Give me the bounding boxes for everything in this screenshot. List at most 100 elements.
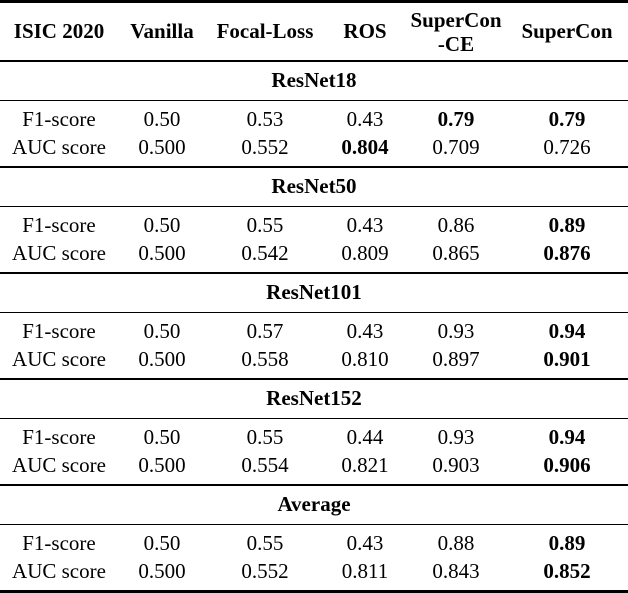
metric-value: 0.79 <box>548 106 586 131</box>
metric-value: 0.93 <box>437 424 475 449</box>
metric-value: 0.50 <box>143 424 181 449</box>
metric-value: 0.94 <box>548 318 586 343</box>
section-data-average: F1-score 0.50 0.55 0.43 0.88 0.89 AUC sc… <box>0 525 628 590</box>
divider-rule <box>0 99 628 101</box>
header-col-supercon: SuperCon <box>521 19 613 43</box>
metric-value: 0.89 <box>548 212 586 237</box>
metric-value: 0.93 <box>437 318 475 343</box>
metric-value: 0.810 <box>341 346 389 371</box>
header-col-focal-loss: Focal-Loss <box>216 19 314 43</box>
divider-rule <box>0 272 628 274</box>
metric-value: 0.500 <box>138 240 186 265</box>
metric-value: 0.43 <box>346 318 384 343</box>
metric-value: 0.500 <box>138 452 186 477</box>
metric-label: AUC score <box>12 558 106 583</box>
metric-label: AUC score <box>12 452 106 477</box>
metric-value: 0.50 <box>143 212 181 237</box>
metric-label: F1-score <box>22 106 96 131</box>
metric-value: 0.852 <box>543 558 591 583</box>
divider-rule <box>0 484 628 486</box>
divider-rule <box>0 60 628 62</box>
metric-value: 0.88 <box>437 530 475 555</box>
metric-value: 0.500 <box>138 346 186 371</box>
section-title-resnet18: ResNet18 <box>271 68 357 92</box>
metric-label: F1-score <box>22 318 96 343</box>
header-col-vanilla: Vanilla <box>130 19 194 43</box>
header-col-supercon-ce-line1: SuperCon <box>410 7 502 32</box>
metric-value: 0.542 <box>241 240 289 265</box>
section-title-average: Average <box>277 492 351 516</box>
header-col-ros: ROS <box>343 19 387 43</box>
section-title-resnet101: ResNet101 <box>266 280 362 304</box>
metric-label: AUC score <box>12 240 106 265</box>
metric-value: 0.897 <box>432 346 480 371</box>
metric-value: 0.804 <box>341 134 389 159</box>
metric-label: AUC score <box>12 134 106 159</box>
header-col-supercon-ce-line2: -CE <box>437 31 475 56</box>
metric-value: 0.43 <box>346 106 384 131</box>
header-col-supercon-ce: SuperCon -CE <box>406 8 506 56</box>
metric-value: 0.94 <box>548 424 586 449</box>
metric-label: F1-score <box>22 424 96 449</box>
metric-value: 0.50 <box>143 106 181 131</box>
metric-value: 0.558 <box>241 346 289 371</box>
metric-value: 0.53 <box>246 106 284 131</box>
metric-value: 0.55 <box>246 424 284 449</box>
divider-rule <box>0 166 628 168</box>
section-title-resnet152: ResNet152 <box>266 386 362 410</box>
metric-label: F1-score <box>22 212 96 237</box>
metric-row-auc: AUC score 0.500 0.554 0.821 0.903 0.906 <box>0 451 628 479</box>
metric-row-auc: AUC score 0.500 0.552 0.811 0.843 0.852 <box>0 557 628 585</box>
section-data-resnet50: F1-score 0.50 0.55 0.43 0.86 0.89 AUC sc… <box>0 207 628 272</box>
metric-value: 0.809 <box>341 240 389 265</box>
metric-value: 0.709 <box>432 134 480 159</box>
section-data-resnet18: F1-score 0.50 0.53 0.43 0.79 0.79 AUC sc… <box>0 101 628 166</box>
metric-value: 0.43 <box>346 212 384 237</box>
metric-value: 0.79 <box>437 106 475 131</box>
metric-value: 0.554 <box>241 452 289 477</box>
metric-value: 0.44 <box>346 424 384 449</box>
metric-row-auc: AUC score 0.500 0.558 0.810 0.897 0.901 <box>0 345 628 373</box>
divider-rule <box>0 205 628 207</box>
metric-row-auc: AUC score 0.500 0.552 0.804 0.709 0.726 <box>0 133 628 161</box>
metric-label: F1-score <box>22 530 96 555</box>
table-header-row: ISIC 2020 Vanilla Focal-Loss ROS SuperCo… <box>0 3 628 60</box>
metric-row-f1: F1-score 0.50 0.57 0.43 0.93 0.94 <box>0 317 628 345</box>
metric-value: 0.843 <box>432 558 480 583</box>
metric-value: 0.55 <box>246 212 284 237</box>
metric-value: 0.55 <box>246 530 284 555</box>
metric-value: 0.811 <box>341 558 389 583</box>
metric-value: 0.906 <box>543 452 591 477</box>
divider-rule <box>0 311 628 313</box>
metric-value: 0.50 <box>143 530 181 555</box>
header-dataset: ISIC 2020 <box>13 19 105 43</box>
metric-value: 0.552 <box>241 558 289 583</box>
metric-value: 0.876 <box>543 240 591 265</box>
metric-value: 0.552 <box>241 134 289 159</box>
metric-value: 0.57 <box>246 318 284 343</box>
metric-value: 0.726 <box>543 134 591 159</box>
metric-value: 0.50 <box>143 318 181 343</box>
top-rule <box>0 0 628 3</box>
metric-value: 0.43 <box>346 530 384 555</box>
section-data-resnet152: F1-score 0.50 0.55 0.44 0.93 0.94 AUC sc… <box>0 419 628 484</box>
metric-value: 0.500 <box>138 134 186 159</box>
metric-value: 0.86 <box>437 212 475 237</box>
section-title-resnet50: ResNet50 <box>271 174 357 198</box>
metric-row-f1: F1-score 0.50 0.55 0.43 0.88 0.89 <box>0 529 628 557</box>
metric-value: 0.821 <box>341 452 389 477</box>
metric-value: 0.89 <box>548 530 586 555</box>
metric-value: 0.865 <box>432 240 480 265</box>
metric-row-f1: F1-score 0.50 0.55 0.43 0.86 0.89 <box>0 211 628 239</box>
metric-row-f1: F1-score 0.50 0.53 0.43 0.79 0.79 <box>0 105 628 133</box>
metric-label: AUC score <box>12 346 106 371</box>
divider-rule <box>0 378 628 380</box>
metric-value: 0.500 <box>138 558 186 583</box>
divider-rule <box>0 523 628 525</box>
section-data-resnet101: F1-score 0.50 0.57 0.43 0.93 0.94 AUC sc… <box>0 313 628 378</box>
divider-rule <box>0 417 628 419</box>
metric-row-f1: F1-score 0.50 0.55 0.44 0.93 0.94 <box>0 423 628 451</box>
metric-value: 0.901 <box>543 346 591 371</box>
metric-value: 0.903 <box>432 452 480 477</box>
